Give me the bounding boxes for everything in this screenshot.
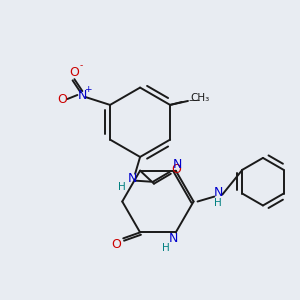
Text: H: H: [162, 243, 170, 253]
Text: N: N: [128, 172, 137, 185]
Text: H: H: [118, 182, 126, 192]
Text: —: —: [188, 95, 200, 105]
Text: N: N: [78, 88, 87, 101]
Text: +: +: [85, 85, 92, 94]
Text: O: O: [111, 238, 121, 251]
Text: CH₃: CH₃: [190, 93, 209, 103]
Text: -: -: [80, 61, 83, 70]
Text: N: N: [173, 158, 182, 171]
Text: N: N: [169, 232, 178, 245]
Text: O: O: [70, 66, 79, 79]
Text: H: H: [214, 199, 222, 208]
Text: O: O: [58, 94, 68, 106]
Text: N: N: [214, 186, 223, 199]
Text: O: O: [171, 163, 181, 176]
